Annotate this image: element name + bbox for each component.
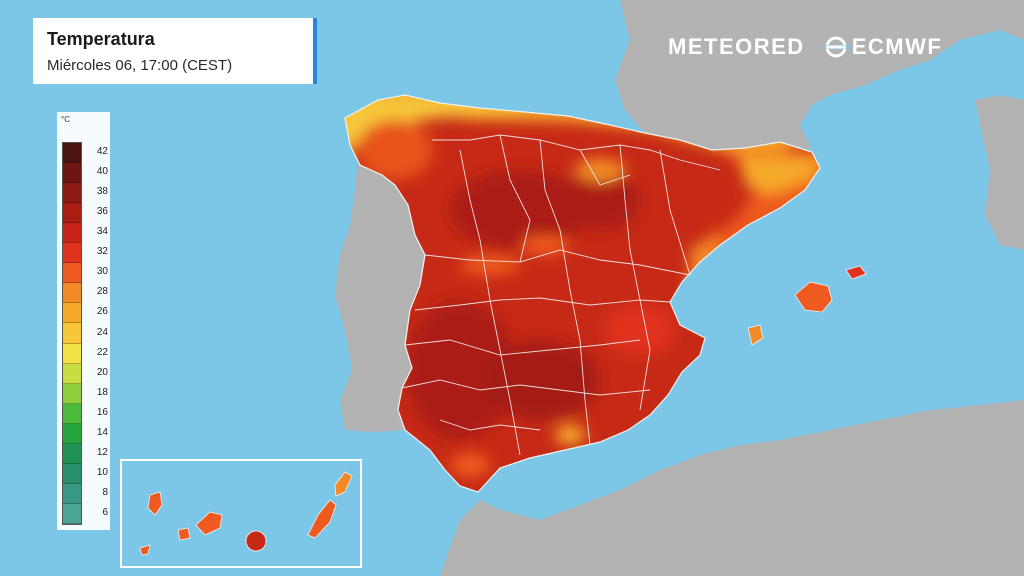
legend-unit: °C [61,115,70,124]
legend-tick-label: 14 [96,426,108,438]
legend-swatch [63,163,81,184]
legend-color-bar [62,142,82,525]
legend-swatch [63,383,81,404]
legend-swatch [63,323,81,344]
legend-tick-label: 16 [96,406,108,418]
portugal-landmass [335,118,425,432]
legend-swatch [63,203,81,224]
legend-tick-label: 8 [102,486,108,498]
legend-swatch [63,303,81,324]
temperature-legend: °C 42 40 38 36 34 32 30 28 26 24 22 20 18 16 14 12 10 8 6 [57,112,110,530]
ecmwf-label: ECMWF [851,34,943,59]
legend-tick-label: 26 [96,306,108,318]
canary-islands-inset [120,459,362,568]
legend-swatch [63,263,81,284]
title-box: Temperatura Miércoles 06, 17:00 (CEST) [33,18,317,84]
legend-swatch [63,463,81,484]
map-title: Temperatura [47,29,155,49]
legend-swatch [63,503,81,524]
legend-tick-label: 24 [96,326,108,338]
legend-swatch [63,423,81,444]
legend-swatch [63,143,81,164]
brand-logos: METEORED ECMWF [668,33,942,61]
legend-swatch [63,343,81,364]
legend-swatch [63,403,81,424]
canary-islands [139,471,353,556]
legend-swatch [63,483,81,504]
legend-tick-label: 6 [102,506,108,518]
province-borders [401,134,721,456]
africa-landmass [440,400,1024,576]
sardinia-landmass [975,95,1024,250]
france-landmass [560,0,1024,150]
legend-swatch [63,223,81,244]
balearic-islands [747,265,867,346]
legend-swatch [63,283,81,304]
map-subtitle: Miércoles 06, 17:00 (CEST) [47,57,233,74]
legend-swatch [63,243,81,264]
legend-swatch [63,363,81,384]
legend-tick-label: 10 [96,466,108,478]
legend-tick-label: 30 [96,266,108,278]
legend-tick-label: 12 [96,446,108,458]
legend-tick-label: 34 [96,226,108,238]
ecmwf-logo: ECMWF [822,34,943,60]
legend-tick-label: 40 [96,166,108,178]
legend-tick-label: 18 [96,386,108,398]
ecmwf-icon [822,36,849,58]
legend-tick-label: 28 [96,286,108,298]
legend-tick-label: 36 [96,206,108,218]
legend-tick-label: 42 [96,146,108,158]
legend-tick-label: 38 [96,186,108,198]
legend-tick-label: 20 [96,366,108,378]
meteored-logo: METEORED [668,34,805,59]
legend-tick-label: 32 [96,246,108,258]
legend-swatch [63,443,81,464]
legend-swatch [63,183,81,204]
legend-tick-label: 22 [96,346,108,358]
